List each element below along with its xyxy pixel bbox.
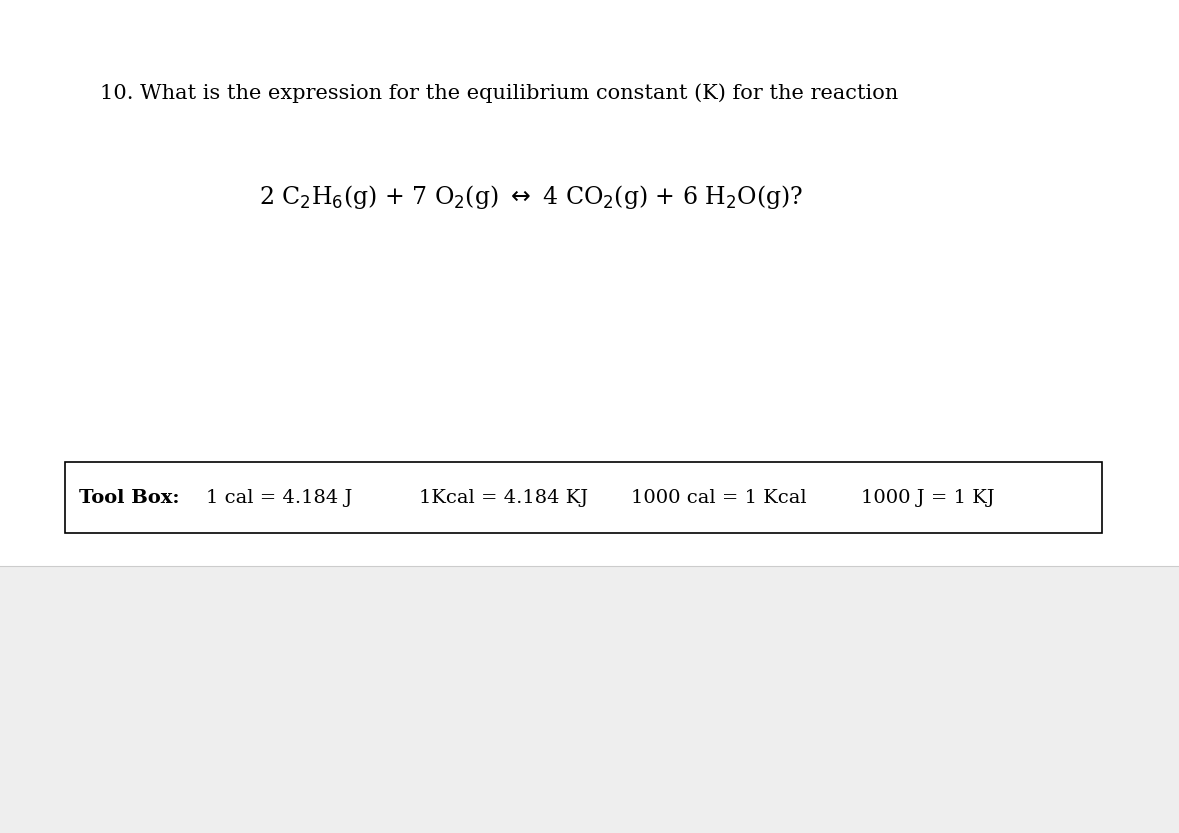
Text: 2 C$_2$H$_6$(g) + 7 O$_2$(g) $\leftrightarrow$ 4 CO$_2$(g) + 6 H$_2$O(g)?: 2 C$_2$H$_6$(g) + 7 O$_2$(g) $\leftright…: [259, 183, 804, 212]
Text: 1 cal = 4.184 J: 1 cal = 4.184 J: [206, 489, 353, 506]
FancyBboxPatch shape: [0, 566, 1179, 833]
FancyBboxPatch shape: [65, 462, 1102, 533]
Text: 1000 J = 1 KJ: 1000 J = 1 KJ: [861, 489, 994, 506]
Text: Tool Box:: Tool Box:: [79, 489, 179, 506]
Text: 1000 cal = 1 Kcal: 1000 cal = 1 Kcal: [631, 489, 806, 506]
Text: 1Kcal = 4.184 KJ: 1Kcal = 4.184 KJ: [419, 489, 587, 506]
Text: 10. What is the expression for the equilibrium constant (K) for the reaction: 10. What is the expression for the equil…: [100, 83, 898, 103]
